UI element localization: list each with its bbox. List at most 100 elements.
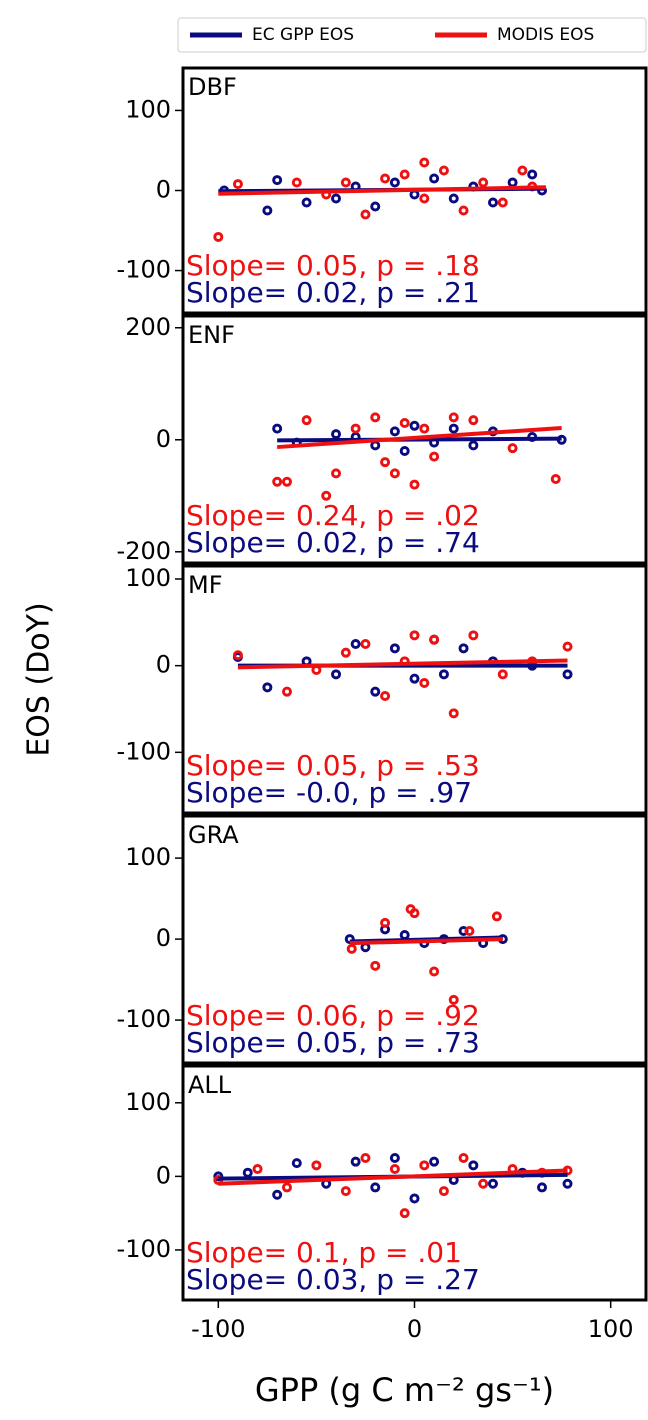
y-tick-label: 0 [156,1161,171,1189]
annotation: Slope= 0.05, p = .73 [186,1026,480,1059]
point [321,490,332,501]
point [429,1156,440,1167]
point [419,157,430,168]
panel-frame [181,564,648,815]
point [464,925,475,936]
point [419,1160,430,1171]
point [370,960,381,971]
point [340,177,351,188]
point [448,708,459,719]
point [213,231,224,242]
point [331,193,342,204]
point [399,169,410,180]
point [301,197,312,208]
point [389,643,400,654]
point [291,177,302,188]
panel-label: ALL [188,1071,232,1099]
point [438,165,449,176]
point [497,197,508,208]
point [311,1160,322,1171]
fit-line [218,185,546,196]
panel-label: MF [188,571,223,599]
point [242,1167,253,1178]
annotation: Slope= 0.02, p = .21 [186,276,480,309]
y-tick-label: 0 [156,651,171,679]
plot-area [344,904,508,1005]
point [346,943,357,954]
fit-line [349,937,503,946]
annotation: Slope= 0.06, p = .92 [186,999,480,1032]
point [272,476,283,487]
point [448,423,459,434]
y-tick-label: 100 [125,564,171,592]
point [389,426,400,437]
point [380,173,391,184]
panel-label: ENF [188,321,235,349]
annotation: Slope= 0.05, p = .18 [186,249,480,282]
point [478,1178,489,1189]
point [537,1182,548,1193]
panel-label: GRA [188,821,239,849]
point [340,647,351,658]
y-axis-label: EOS (DoY) [22,602,57,756]
point [380,917,391,928]
point [370,412,381,423]
point [389,1152,400,1163]
point [468,440,479,451]
point [491,911,502,922]
point [350,639,361,649]
point [360,639,371,649]
y-tick-label: 200 [125,313,171,341]
point [380,457,391,468]
point [429,634,440,645]
panel-label: DBF [188,73,237,101]
point [438,669,449,680]
panel-frame [181,814,648,1065]
point [350,1156,361,1167]
point [438,1186,449,1197]
point [262,205,273,216]
y-tick-label: 100 [125,1088,171,1116]
point [497,669,508,680]
point [389,177,400,188]
point [291,1158,302,1169]
point [281,686,292,697]
legend-label: MODIS EOS [497,25,594,45]
y-tick-label: 0 [156,176,171,204]
x-tick-label: -100 [191,1315,245,1343]
annotation: Slope= 0.24, p = .02 [186,499,480,532]
point [562,1178,573,1189]
point [458,1152,469,1163]
point [370,201,381,212]
point [429,966,440,977]
point [562,641,573,652]
point [272,1189,283,1200]
point [281,1182,292,1193]
y-tick-label: -100 [117,1005,171,1033]
x-tick-label: 0 [407,1315,422,1343]
point [370,1182,381,1193]
point [262,682,273,693]
point [429,451,440,462]
point [213,1171,224,1182]
point [478,177,489,188]
y-tick-label: -100 [117,737,171,765]
annotation: Slope= -0.0, p = .97 [186,776,472,809]
point [448,193,459,204]
point [380,691,391,701]
y-tick-label: -100 [117,1235,171,1263]
y-tick-label: 0 [156,924,171,952]
legend-frame [177,17,647,53]
panel: -100 0 100 -100 0 100 ALL Slope= 0.1, p = .01Sl… [117,1064,648,1343]
legend-label: EC GPP EOS [252,25,354,45]
point [419,678,430,688]
point [409,908,420,919]
point [517,165,528,176]
point [409,1193,420,1204]
plot-area [232,630,573,719]
point [468,1160,479,1171]
point [370,686,381,697]
